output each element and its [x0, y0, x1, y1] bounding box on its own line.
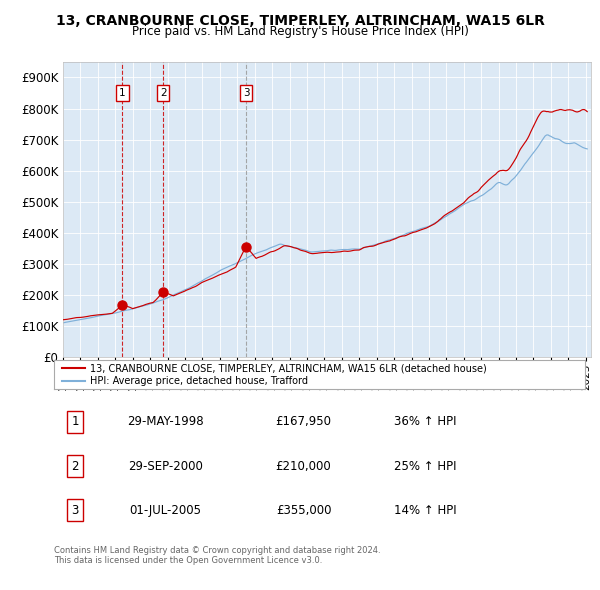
Text: 29-SEP-2000: 29-SEP-2000 — [128, 460, 203, 473]
Text: 1: 1 — [119, 88, 126, 98]
Text: £210,000: £210,000 — [275, 460, 331, 473]
Text: £167,950: £167,950 — [275, 415, 332, 428]
Text: 36% ↑ HPI: 36% ↑ HPI — [394, 415, 457, 428]
Text: £355,000: £355,000 — [276, 504, 331, 517]
Text: 3: 3 — [242, 88, 249, 98]
Text: 2: 2 — [160, 88, 167, 98]
Text: This data is licensed under the Open Government Licence v3.0.: This data is licensed under the Open Gov… — [54, 556, 322, 565]
Text: 01-JUL-2005: 01-JUL-2005 — [130, 504, 202, 517]
Text: Price paid vs. HM Land Registry's House Price Index (HPI): Price paid vs. HM Land Registry's House … — [131, 25, 469, 38]
Text: HPI: Average price, detached house, Trafford: HPI: Average price, detached house, Traf… — [90, 376, 308, 386]
Text: 25% ↑ HPI: 25% ↑ HPI — [394, 460, 457, 473]
Text: 29-MAY-1998: 29-MAY-1998 — [127, 415, 204, 428]
Text: Contains HM Land Registry data © Crown copyright and database right 2024.: Contains HM Land Registry data © Crown c… — [54, 546, 380, 555]
Text: 3: 3 — [71, 504, 79, 517]
Text: 13, CRANBOURNE CLOSE, TIMPERLEY, ALTRINCHAM, WA15 6LR: 13, CRANBOURNE CLOSE, TIMPERLEY, ALTRINC… — [56, 14, 544, 28]
Text: 1: 1 — [71, 415, 79, 428]
Text: 13, CRANBOURNE CLOSE, TIMPERLEY, ALTRINCHAM, WA15 6LR (detached house): 13, CRANBOURNE CLOSE, TIMPERLEY, ALTRINC… — [90, 363, 487, 373]
Text: 2: 2 — [71, 460, 79, 473]
Text: 14% ↑ HPI: 14% ↑ HPI — [394, 504, 457, 517]
